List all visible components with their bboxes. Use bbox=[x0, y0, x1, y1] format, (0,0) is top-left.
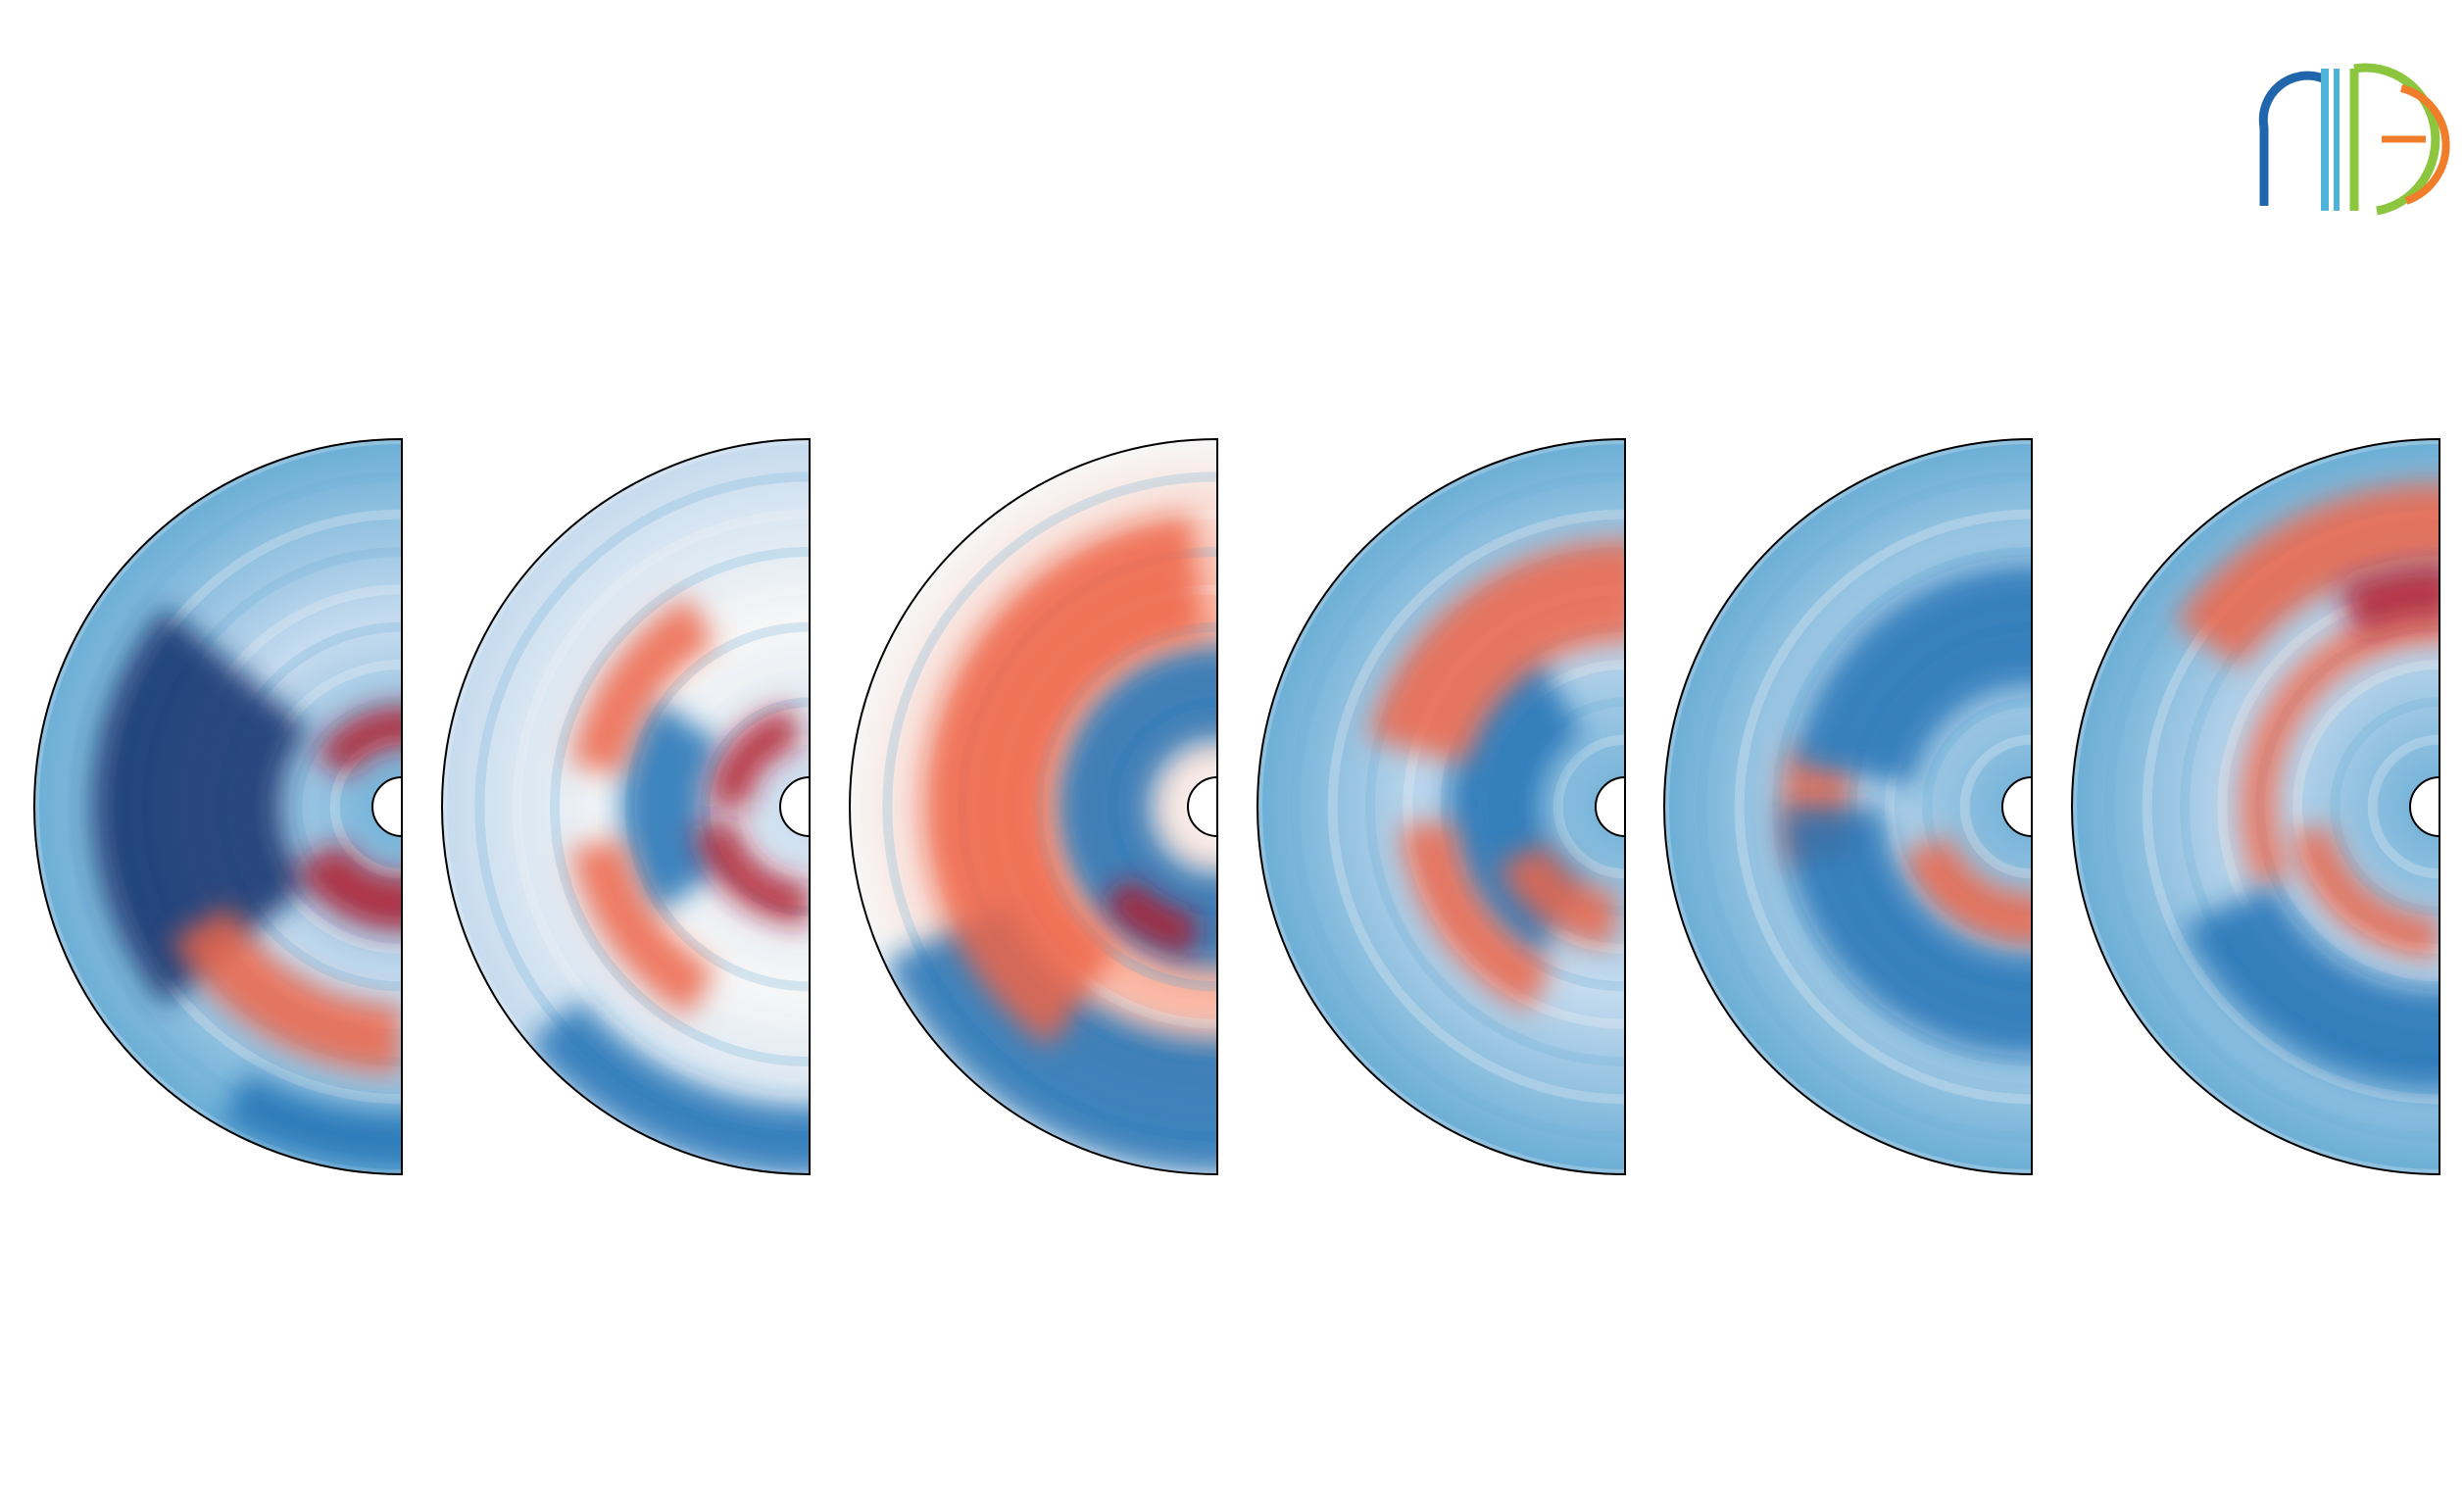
ring-texture bbox=[1885, 660, 2032, 954]
panel-outline bbox=[849, 437, 1218, 1176]
inner-hole bbox=[1187, 776, 1217, 837]
field-blob bbox=[570, 596, 715, 774]
ring-texture bbox=[1365, 547, 1625, 1066]
logo-arc-orange bbox=[2399, 84, 2450, 205]
ring-texture bbox=[1290, 471, 1625, 1142]
panel-outline bbox=[2071, 437, 2440, 1176]
ring-texture bbox=[1922, 697, 2032, 916]
ring-texture bbox=[1403, 584, 1625, 1029]
inner-hole bbox=[779, 776, 810, 837]
field-blob bbox=[527, 999, 810, 1174]
inner-hole bbox=[371, 776, 402, 837]
field-blob bbox=[2183, 883, 2439, 1090]
ring-texture bbox=[882, 471, 1217, 1142]
field-blob bbox=[315, 706, 402, 777]
ring-texture bbox=[2180, 547, 2439, 1066]
ring-texture bbox=[292, 697, 402, 916]
panel-outline bbox=[1257, 437, 1626, 1176]
inner-hole bbox=[2001, 776, 2032, 837]
panel-outline bbox=[33, 437, 403, 1176]
field-blob bbox=[294, 841, 402, 931]
field-blob bbox=[709, 708, 800, 807]
field-blob bbox=[923, 515, 1203, 1048]
field-blob bbox=[2337, 564, 2439, 636]
field-blob bbox=[1367, 540, 1625, 765]
field-blob bbox=[1101, 877, 1199, 956]
field-blob bbox=[1898, 836, 2032, 948]
field-blob bbox=[2241, 608, 2439, 891]
field-blob bbox=[1497, 843, 1618, 948]
field-blob bbox=[2291, 825, 2439, 959]
ring-texture bbox=[474, 471, 810, 1142]
ring-texture bbox=[550, 547, 810, 1066]
field-blob bbox=[694, 819, 810, 924]
field-blob bbox=[2174, 482, 2439, 668]
inner-hole bbox=[2409, 776, 2439, 837]
field-blob bbox=[1793, 564, 2032, 786]
field-blob bbox=[620, 698, 722, 916]
ring-texture bbox=[1697, 471, 2032, 1142]
field-blob bbox=[1400, 821, 1553, 1012]
ring-texture bbox=[2367, 734, 2439, 879]
field-blob bbox=[91, 607, 310, 1007]
logo-icon bbox=[2258, 63, 2450, 216]
field-blob bbox=[570, 839, 715, 1017]
field-blob bbox=[1782, 807, 2032, 1057]
field-panel-6 bbox=[2072, 439, 2439, 1174]
inner-hole bbox=[1595, 776, 1625, 837]
ring-texture bbox=[2142, 509, 2439, 1105]
ring-texture bbox=[1772, 547, 2032, 1066]
logo-arc-blue bbox=[2258, 71, 2325, 206]
field-blob bbox=[171, 906, 402, 1073]
field-blob bbox=[221, 1071, 402, 1168]
ring-texture bbox=[67, 471, 402, 1142]
panel-outline bbox=[441, 437, 811, 1176]
ring-texture bbox=[2292, 660, 2439, 954]
panel-outline bbox=[1663, 437, 2033, 1176]
